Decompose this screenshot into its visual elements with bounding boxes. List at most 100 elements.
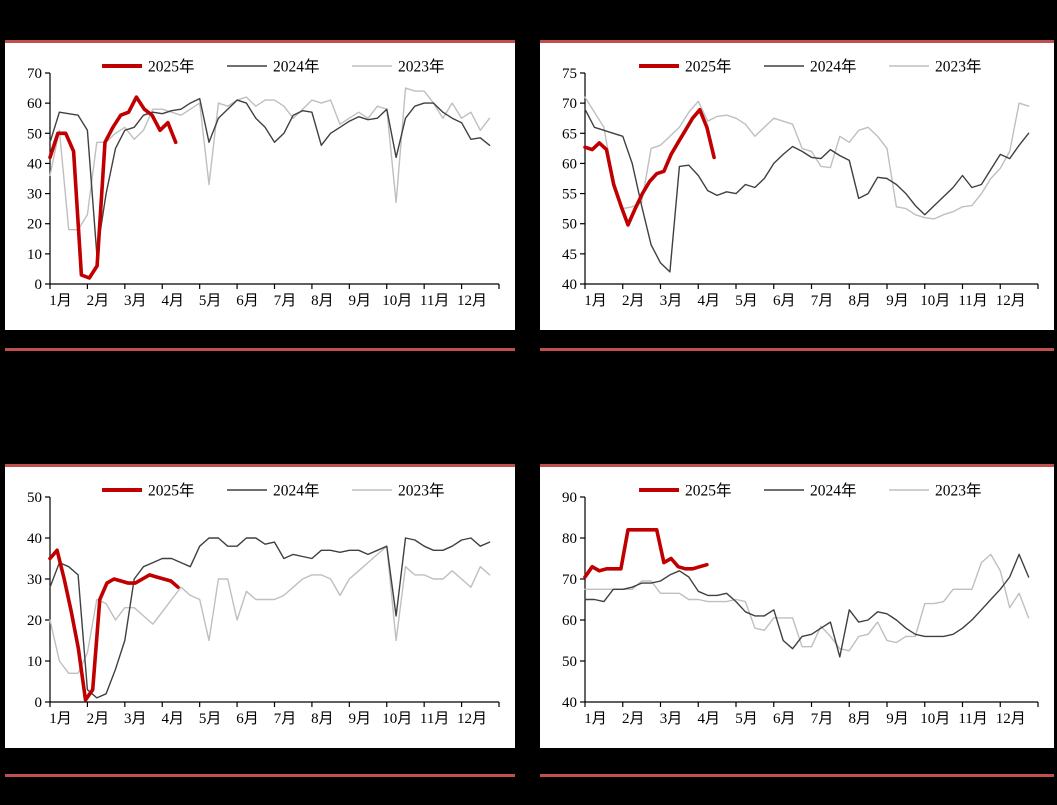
series-line-2024年 (49, 97, 491, 255)
line-chart-bottom-right: 40 50 60 70 80 90 1月 2月 3月 4月 5月 6月 7月 8月 9月 10月 11月 12月 2… (562, 482, 1039, 727)
y-tick-label: 0 (35, 695, 43, 711)
figure-bottom-rule (540, 348, 1054, 351)
series-line-2025年 (48, 95, 178, 280)
series-line-2023年 (49, 545, 491, 675)
legend-label: 2024年 (273, 58, 320, 76)
series-line-2025年 (583, 527, 709, 579)
y-tick-label: 40 (562, 277, 577, 293)
x-tick-label: 12月 (457, 711, 487, 727)
y-tick-label: 60 (562, 613, 577, 629)
y-tick-label: 50 (27, 126, 42, 142)
x-tick-label: 10月 (920, 293, 950, 309)
figure-gap (5, 330, 515, 348)
series-line-2024年 (584, 553, 1030, 658)
x-tick-label: 8月 (849, 293, 872, 309)
x-tick-label: 11月 (958, 711, 987, 727)
legend-label: 2025年 (148, 58, 195, 76)
x-tick-label: 4月 (698, 711, 721, 727)
legend-label: 2023年 (935, 482, 982, 500)
series-line-2023年 (584, 96, 1030, 220)
y-tick-label: 45 (562, 247, 577, 263)
legend-item-2024年: 2024年 (764, 58, 857, 76)
y-tick-label: 70 (562, 96, 577, 112)
figure-gap (540, 330, 1054, 348)
y-tick-label: 60 (27, 96, 42, 112)
x-tick-label: 1月 (49, 711, 72, 727)
x-tick-label: 5月 (199, 711, 222, 727)
y-tick-label: 40 (27, 531, 42, 547)
line-chart-top-right: 40 45 50 55 60 65 70 75 1月 2月 3月 4月 5月 6月 7月 8月 9月 10月 11月… (562, 58, 1039, 309)
x-tick-label: 11月 (420, 711, 449, 727)
x-tick-label: 11月 (420, 293, 449, 309)
x-tick-label: 12月 (996, 293, 1026, 309)
figure-bottom-rule (5, 348, 515, 351)
x-tick-label: 2月 (87, 293, 110, 309)
y-tick-label: 75 (562, 66, 577, 82)
x-tick-label: 9月 (886, 293, 909, 309)
legend-label: 2023年 (935, 58, 982, 76)
y-tick-label: 60 (562, 156, 577, 172)
x-tick-label: 8月 (311, 711, 334, 727)
legend-item-2024年: 2024年 (227, 58, 320, 76)
figure-top-rule (540, 464, 1054, 467)
x-tick-label: 9月 (349, 293, 372, 309)
x-tick-label: 12月 (996, 711, 1026, 727)
y-tick-label: 90 (562, 490, 577, 506)
chart-card-bottom-left: 0 10 20 30 40 50 1月 2月 3月 4月 5月 6月 7月 8月 9月 10月 11月 12月 20… (5, 467, 515, 748)
line-chart-bottom-left: 0 10 20 30 40 50 1月 2月 3月 4月 5月 6月 7月 8月 9月 10月 11月 12月 20… (27, 482, 500, 727)
figure-gap (540, 748, 1054, 774)
x-tick-label: 8月 (849, 711, 872, 727)
y-tick-label: 80 (562, 531, 577, 547)
x-tick-label: 5月 (735, 293, 758, 309)
x-tick-label: 1月 (49, 293, 72, 309)
x-tick-label: 9月 (349, 711, 372, 727)
x-tick-label: 6月 (236, 293, 259, 309)
x-tick-label: 8月 (311, 293, 334, 309)
series-line-2024年 (49, 537, 491, 699)
x-tick-label: 7月 (811, 293, 834, 309)
figure-block-top-right: 40 45 50 55 60 65 70 75 1月 2月 3月 4月 5月 6月 7月 8月 9月 10月 11月… (540, 40, 1054, 351)
x-tick-label: 3月 (660, 293, 683, 309)
chart-card-bottom-right: 40 50 60 70 80 90 1月 2月 3月 4月 5月 6月 7月 8月 9月 10月 11月 12月 2… (540, 467, 1054, 748)
x-tick-label: 3月 (660, 711, 683, 727)
legend-item-2024年: 2024年 (764, 482, 857, 500)
x-tick-label: 9月 (886, 711, 909, 727)
x-tick-label: 1月 (584, 293, 607, 309)
chart-card-top-left: 0 10 20 30 40 50 60 70 1月 2月 3月 4月 5月 6月 7月 8月 9月 10月 11月 1… (5, 43, 515, 330)
x-tick-label: 6月 (236, 711, 259, 727)
series-line-2024年 (584, 108, 1030, 273)
legend-item-2023年: 2023年 (351, 482, 445, 500)
y-tick-label: 20 (27, 613, 42, 629)
x-tick-label: 7月 (811, 711, 834, 727)
x-tick-label: 1月 (584, 711, 607, 727)
figure-bottom-rule (540, 774, 1054, 777)
legend-item-2025年: 2025年 (639, 482, 732, 500)
x-tick-label: 2月 (87, 711, 110, 727)
x-tick-label: 6月 (773, 293, 796, 309)
x-tick-label: 7月 (274, 711, 297, 727)
legend-label: 2024年 (810, 482, 857, 500)
figure-top-rule (5, 464, 515, 467)
figure-gap (5, 748, 515, 774)
y-tick-label: 55 (562, 187, 577, 203)
x-tick-label: 5月 (735, 711, 758, 727)
figure-block-bottom-left: 0 10 20 30 40 50 1月 2月 3月 4月 5月 6月 7月 8月 9月 10月 11月 12月 20… (5, 464, 515, 777)
y-tick-label: 50 (27, 490, 42, 506)
y-tick-label: 20 (27, 217, 42, 233)
y-tick-label: 70 (562, 572, 577, 588)
y-tick-label: 65 (562, 126, 577, 142)
x-tick-label: 2月 (622, 293, 645, 309)
y-tick-label: 10 (27, 247, 42, 263)
legend-label: 2025年 (685, 482, 732, 500)
x-tick-label: 10月 (382, 293, 412, 309)
y-tick-label: 30 (27, 187, 42, 203)
line-chart-top-left: 0 10 20 30 40 50 60 70 1月 2月 3月 4月 5月 6月 7月 8月 9月 10月 11月 1… (27, 58, 500, 309)
y-tick-label: 70 (27, 66, 42, 82)
y-tick-label: 0 (35, 277, 43, 293)
x-tick-label: 3月 (124, 711, 147, 727)
series-line-2023年 (49, 87, 491, 231)
legend-item-2025年: 2025年 (102, 482, 195, 500)
series-line-2023年 (584, 553, 1030, 652)
x-tick-label: 3月 (124, 293, 147, 309)
legend-item-2023年: 2023年 (888, 482, 982, 500)
